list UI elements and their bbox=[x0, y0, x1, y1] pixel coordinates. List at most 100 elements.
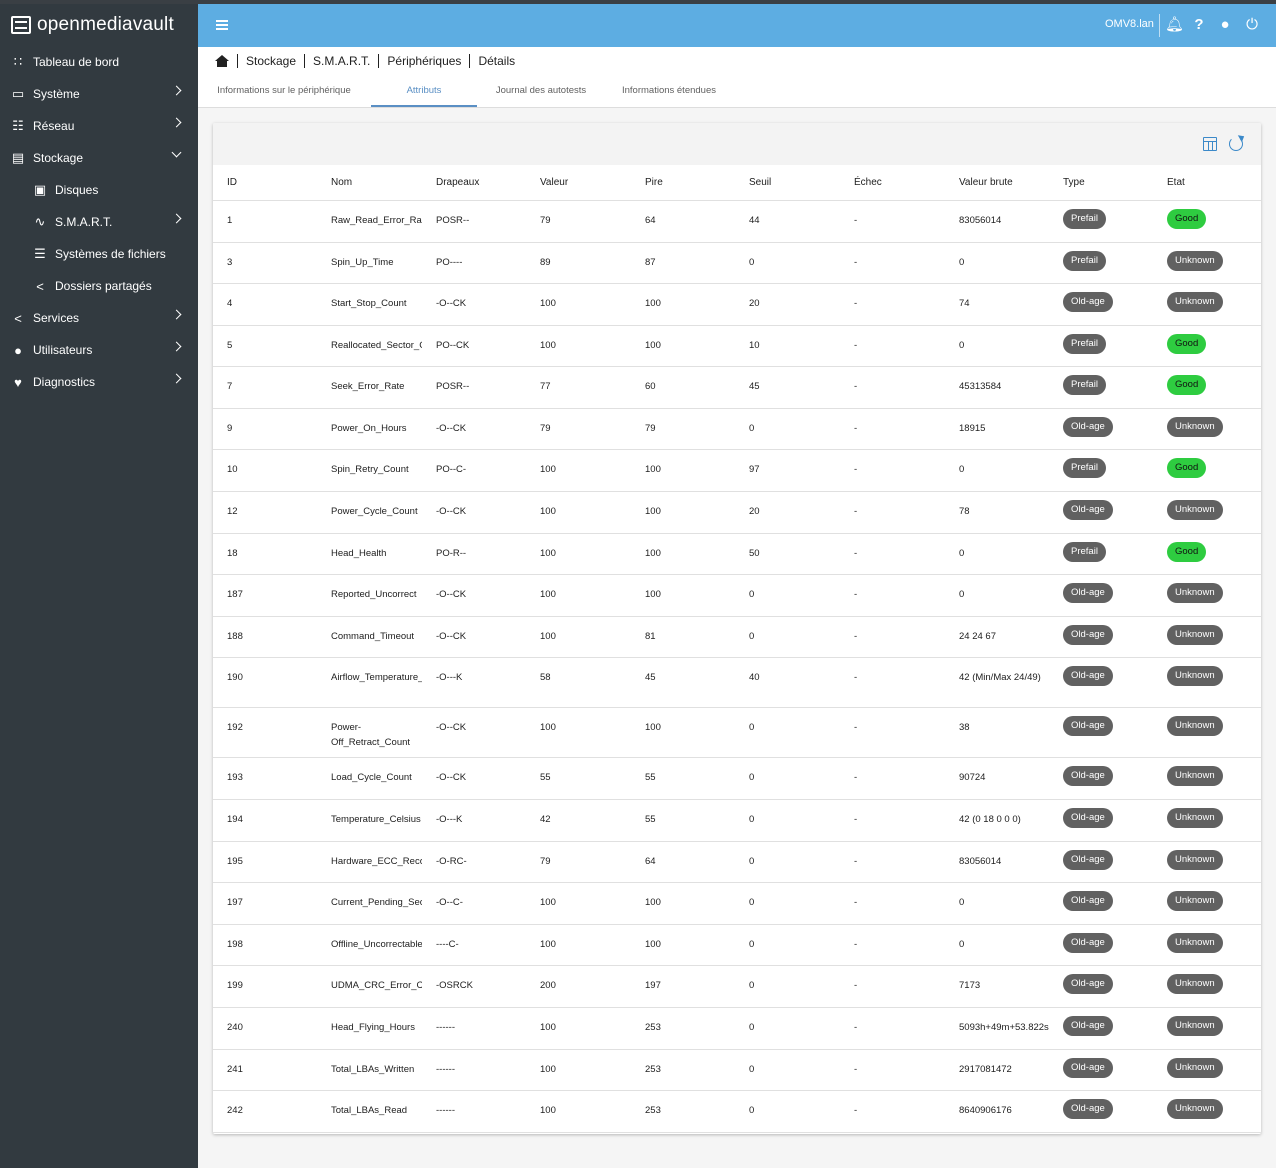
table-row[interactable]: 194 Temperature_Celsius -O---K 42 55 0 - 42 (0 … bbox=[213, 799, 1261, 842]
cell-text: - bbox=[854, 1063, 858, 1075]
table-row[interactable]: 18 Head_Health PO-R-- 100 100 50 - 0 Prefail Good bbox=[213, 533, 1261, 576]
breadcrumb-item[interactable]: Périphériques bbox=[387, 54, 462, 68]
column-header[interactable]: Nom bbox=[317, 165, 422, 201]
cell-text: 45313584 bbox=[959, 381, 1002, 393]
cell-text: 87 bbox=[645, 256, 656, 268]
bell-icon[interactable]: 🔔︎ bbox=[1165, 16, 1185, 33]
table-row[interactable]: 199 UDMA_CRC_Error_Count -OSRCK 200 197 0 - 717… bbox=[213, 965, 1261, 1008]
sidebar-item[interactable]: < Dossiers partagés bbox=[0, 270, 198, 302]
table-row[interactable]: 193 Load_Cycle_Count -O--CK 55 55 0 - 90724 Old-… bbox=[213, 757, 1261, 801]
table-row[interactable]: 9 Power_On_Hours -O--CK 79 79 0 - 18915 Old-age U… bbox=[213, 408, 1261, 451]
table-cell: 100 bbox=[526, 449, 631, 493]
table-row[interactable]: 242 Total_LBAs_Read ------ 100 253 0 - 86409061… bbox=[213, 1090, 1261, 1133]
sidebar-item[interactable]: < Services bbox=[0, 302, 198, 334]
sidebar-item[interactable]: ▤ Stockage bbox=[0, 142, 198, 174]
column-header[interactable]: Échec bbox=[840, 165, 945, 201]
sidebar-item[interactable]: ▣ Disques bbox=[0, 174, 198, 206]
sidebar-item[interactable]: ☷ Réseau bbox=[0, 110, 198, 142]
table-row[interactable]: 241 Total_LBAs_Written ------ 100 253 0 - 29170… bbox=[213, 1049, 1261, 1092]
table-cell: 79 bbox=[631, 408, 735, 451]
table-cell: 100 bbox=[526, 924, 631, 967]
status-badge: Unknown bbox=[1167, 416, 1223, 437]
status-badge: Unknown bbox=[1167, 624, 1223, 645]
tab-attributes[interactable]: Attributs bbox=[371, 75, 477, 107]
table-row[interactable]: 240 Head_Flying_Hours ------ 100 253 0 - 5093h+… bbox=[213, 1007, 1261, 1050]
share-icon: < bbox=[36, 278, 44, 294]
cell-text: 20 bbox=[749, 298, 760, 310]
help-icon[interactable]: ? bbox=[1194, 16, 1204, 33]
cell-text: 42 bbox=[540, 814, 551, 826]
tab-extended-info[interactable]: Informations étendues bbox=[621, 85, 716, 96]
type-badge: Old-age bbox=[1063, 808, 1113, 829]
status-badge: Good bbox=[1167, 541, 1207, 562]
sidebar-item[interactable]: ∿ S.M.A.R.T. bbox=[0, 206, 198, 238]
cell-text: Spin_Retry_Count bbox=[331, 464, 409, 476]
sidebar-item[interactable]: ♥ Diagnostics bbox=[0, 366, 198, 398]
table-cell: 0 bbox=[735, 965, 840, 1008]
column-header[interactable]: Valeur bbox=[526, 165, 631, 201]
column-header[interactable]: Valeur brute bbox=[945, 165, 1049, 201]
column-header[interactable]: Etat bbox=[1153, 165, 1261, 201]
table-row[interactable]: 4 Start_Stop_Count -O--CK 100 100 20 - 74 Old-ag… bbox=[213, 283, 1261, 326]
status-badge: Unknown bbox=[1167, 500, 1223, 521]
cell-text: 7 bbox=[227, 381, 233, 393]
network-icon: ☷ bbox=[12, 118, 24, 133]
user-icon[interactable]: ● bbox=[1220, 16, 1230, 33]
sidebar-item[interactable]: ☰ Systèmes de fichiers bbox=[0, 238, 198, 270]
refresh-icon[interactable] bbox=[1229, 137, 1243, 151]
table-cell: PO-R-- bbox=[422, 533, 526, 576]
table-cell: 0 bbox=[735, 757, 840, 801]
power-icon[interactable]: ⏻ bbox=[1246, 16, 1258, 33]
tab-device-info[interactable]: Informations sur le périphérique bbox=[217, 85, 351, 96]
table-row[interactable]: 1 Raw_Read_Error_Rate POSR-- 79 64 44 - 8305601… bbox=[213, 200, 1261, 243]
table-row[interactable]: 195 Hardware_ECC_Recovered -O-RC- 79 64 0 - 830… bbox=[213, 841, 1261, 884]
table-row[interactable]: 188 Command_Timeout -O--CK 100 81 0 - 24 24 67 O… bbox=[213, 616, 1261, 659]
table-row[interactable]: 187 Reported_Uncorrect -O--CK 100 100 0 - 0 Old-… bbox=[213, 574, 1261, 617]
table-cell: 100 bbox=[526, 491, 631, 534]
table-row[interactable]: 10 Spin_Retry_Count PO--C- 100 100 97 - 0 Prefai… bbox=[213, 449, 1261, 493]
table-cell: Unknown bbox=[1153, 1090, 1261, 1133]
sidebar-item[interactable]: ▭ Système bbox=[0, 78, 198, 110]
sidebar-item[interactable]: ● Utilisateurs bbox=[0, 334, 198, 366]
table-row[interactable]: 190 Airflow_Temperature_Cel -O---K 58 45 40 - 4… bbox=[213, 657, 1261, 709]
sidebar-item[interactable]: ∷ Tableau de bord bbox=[0, 46, 198, 78]
tab-selftest-log[interactable]: Journal des autotests bbox=[495, 85, 587, 96]
table-row[interactable]: 3 Spin_Up_Time PO---- 89 87 0 - 0 Prefail Unknown bbox=[213, 242, 1261, 285]
menu-icon[interactable] bbox=[216, 20, 228, 30]
table-row[interactable]: 192 Power-Off_Retract_Count -O--CK 100 100 0 -… bbox=[213, 707, 1261, 759]
app-logo[interactable]: openmediavault bbox=[0, 4, 198, 46]
status-badge: Unknown bbox=[1167, 766, 1223, 787]
table-row[interactable]: 197 Current_Pending_Sector -O--C- 100 100 0 - 0… bbox=[213, 882, 1261, 925]
table-row[interactable]: 12 Power_Cycle_Count -O--CK 100 100 20 - 78 Old-… bbox=[213, 491, 1261, 534]
pulse-icon: ∿ bbox=[34, 214, 46, 229]
table-cell: 253 bbox=[631, 1049, 735, 1092]
columns-icon[interactable] bbox=[1203, 137, 1217, 151]
table-cell: 38 bbox=[945, 707, 1049, 759]
breadcrumb-item[interactable]: Stockage bbox=[246, 54, 297, 68]
table-cell: 0 bbox=[735, 408, 840, 451]
column-header[interactable]: ID bbox=[213, 165, 317, 201]
type-badge: Old-age bbox=[1063, 1099, 1113, 1120]
home-icon[interactable] bbox=[215, 54, 229, 68]
table-cell: 190 bbox=[213, 657, 317, 709]
column-header[interactable]: Seuil bbox=[735, 165, 840, 201]
column-header[interactable]: Pire bbox=[631, 165, 735, 201]
cell-text: POSR-- bbox=[436, 381, 470, 393]
table-cell: Old-age bbox=[1049, 841, 1153, 884]
cell-text: - bbox=[854, 772, 858, 784]
table-row[interactable]: 5 Reallocated_Sector_Ct PO--CK 100 100 10 - 0 Pr… bbox=[213, 325, 1261, 368]
status-badge: Unknown bbox=[1167, 1057, 1223, 1078]
table-cell: - bbox=[840, 491, 945, 534]
breadcrumb-item[interactable]: S.M.A.R.T. bbox=[313, 54, 371, 68]
table-row[interactable]: 7 Seek_Error_Rate POSR-- 77 60 45 - 45313584 Pre… bbox=[213, 366, 1261, 409]
column-header[interactable]: Type bbox=[1049, 165, 1153, 201]
cell-text: 78 bbox=[959, 506, 970, 518]
status-badge: Good bbox=[1167, 458, 1207, 479]
table-cell: Old-age bbox=[1049, 491, 1153, 534]
table-cell: Prefail bbox=[1049, 533, 1153, 576]
table-row[interactable]: 198 Offline_Uncorrectable ----C- 100 100 0 - 0 O… bbox=[213, 924, 1261, 967]
column-header[interactable]: Drapeaux bbox=[422, 165, 526, 201]
cell-text: 83056014 bbox=[959, 214, 1002, 226]
cell-text: Temperature_Celsius bbox=[331, 814, 421, 826]
table-cell: 44 bbox=[735, 200, 840, 243]
